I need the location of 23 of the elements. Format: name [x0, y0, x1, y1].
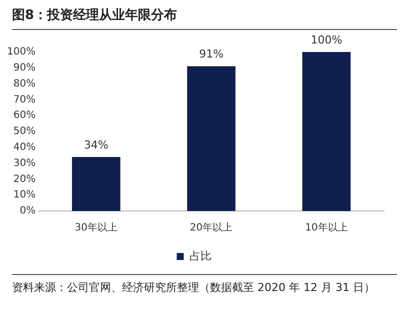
- y-tick-label: 10%: [13, 190, 36, 201]
- x-tick-label: 10年以上: [305, 222, 348, 234]
- bar: [72, 156, 120, 211]
- chart-title: 图8：投资经理从业年限分布: [12, 6, 397, 30]
- y-tick-label: 50%: [13, 126, 36, 138]
- bar: [187, 66, 236, 211]
- y-tick-label: 70%: [13, 94, 36, 106]
- y-tick-label: 20%: [13, 174, 36, 185]
- x-tick-label: 20年以上: [190, 222, 233, 234]
- text: 资料来源：公司官网、经济研究所整理（数据截至 2020 年 12 月 31 日）: [12, 280, 376, 295]
- data-label: 91%: [199, 48, 224, 61]
- legend-label: 占比: [189, 249, 212, 262]
- y-tick-label: 60%: [13, 110, 36, 122]
- y-tick-label: 0%: [20, 206, 36, 217]
- bar: [302, 52, 351, 211]
- y-tick-label: 90%: [13, 62, 36, 74]
- y-tick-label: 80%: [13, 78, 36, 90]
- x-tick-label: 30年以上: [74, 222, 118, 234]
- y-tick-label: 100%: [6, 46, 36, 58]
- y-tick-label: 40%: [13, 142, 36, 153]
- data-label: 100%: [310, 33, 342, 46]
- y-tick-label: 30%: [13, 158, 36, 169]
- data-label: 34%: [84, 138, 108, 152]
